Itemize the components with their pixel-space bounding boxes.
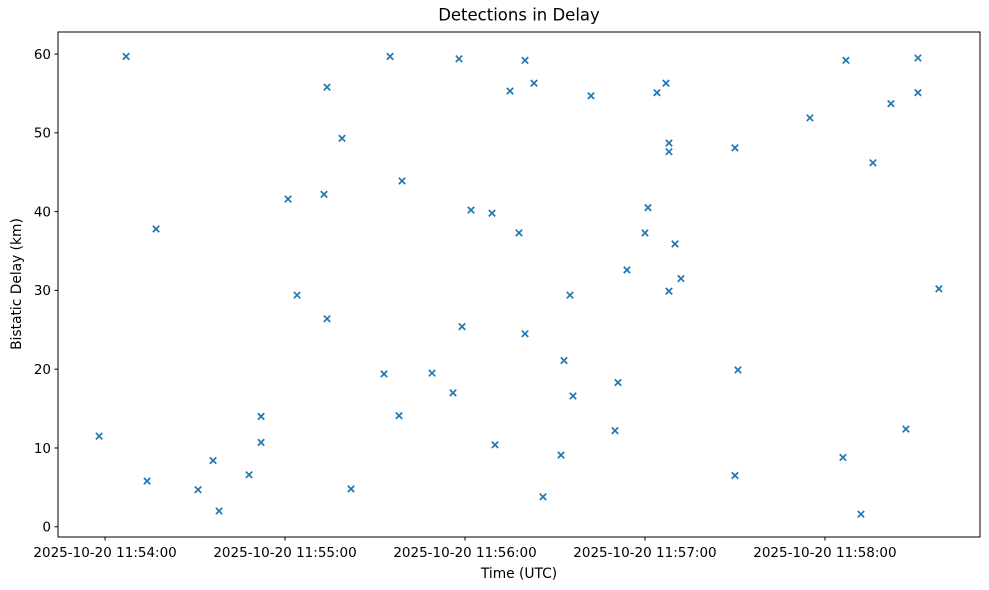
scatter-point [671,240,679,248]
x-tick-label: 2025-10-20 11:54:00 [33,545,176,561]
x-tick-label: 2025-10-20 11:58:00 [753,545,896,561]
scatter-point [488,209,496,218]
scatter-point [587,92,595,100]
scatter-point [557,451,565,459]
scatter-point [839,453,847,462]
scatter-point [842,56,850,65]
scatter-point [641,229,649,237]
scatter-point [731,471,739,480]
scatter-point [320,190,328,199]
scatter-point [566,291,574,299]
x-tick-label: 2025-10-20 11:56:00 [393,545,536,561]
scatter-point [806,114,814,122]
scatter-point [194,485,202,494]
scatter-point [662,79,670,88]
scatter-point [347,485,355,493]
scatter-point [515,229,523,237]
scatter-point [245,470,253,479]
y-tick-label: 20 [34,362,51,378]
y-tick-label: 50 [34,126,51,142]
scatter-point [569,392,577,400]
scatter-point [338,134,346,143]
scatter-point [506,87,514,95]
chart-title: Detections in Delay [438,5,600,25]
scatter-point [257,438,265,447]
scatter-point [665,139,673,147]
scatter-point [122,52,130,61]
scatter-point [467,206,475,214]
scatter-point [677,274,685,283]
scatter-point [380,370,388,378]
scatter-point [653,88,661,97]
scatter-point [857,510,865,518]
scatter-point [902,425,910,433]
x-tick-label: 2025-10-20 11:55:00 [213,545,356,561]
scatter-point [623,266,631,274]
scatter-point [665,147,673,156]
x-tick-label: 2025-10-20 11:57:00 [573,545,716,561]
scatter-point [665,287,673,295]
scatter-point [95,432,103,440]
y-tick-label: 60 [34,47,51,63]
scatter-point [734,366,742,374]
scatter-point [293,291,301,299]
scatter-point [611,426,619,435]
scatter-point [539,493,547,501]
scatter-point [428,369,436,377]
scatter-point [143,477,151,485]
scatter-point [323,314,331,323]
scatter-point [398,177,406,185]
scatter-point [521,56,529,65]
scatter-point [491,441,499,449]
y-axis-label: Bistatic Delay (km) [9,218,25,350]
scatter-point [887,99,895,108]
scatter-point [215,507,223,515]
x-axis-label: Time (UTC) [480,566,558,582]
scatter-point [458,322,466,331]
scatter-point [560,356,568,365]
scatter-point [284,195,292,203]
y-tick-label: 30 [34,283,51,299]
scatter-point [614,378,622,387]
scatter-point [209,456,217,465]
y-tick-label: 0 [42,520,51,536]
scatter-point [914,54,922,62]
scatter-point [323,83,331,91]
scatter-point [257,412,265,421]
scatter-point [521,329,529,338]
scatter-point [935,285,943,293]
scatter-point [386,52,394,61]
scatter-point [395,411,403,420]
scatter-point [530,79,538,88]
scatter-point [731,144,739,152]
scatter-point [449,389,457,397]
plot-border [57,31,981,538]
scatter-point [914,88,922,97]
y-tick-label: 40 [34,204,51,220]
y-tick-label: 10 [34,441,51,457]
scatter-point [644,203,652,212]
scatter-point [152,225,160,233]
scatter-point [455,54,463,63]
scatter-point [869,158,877,167]
